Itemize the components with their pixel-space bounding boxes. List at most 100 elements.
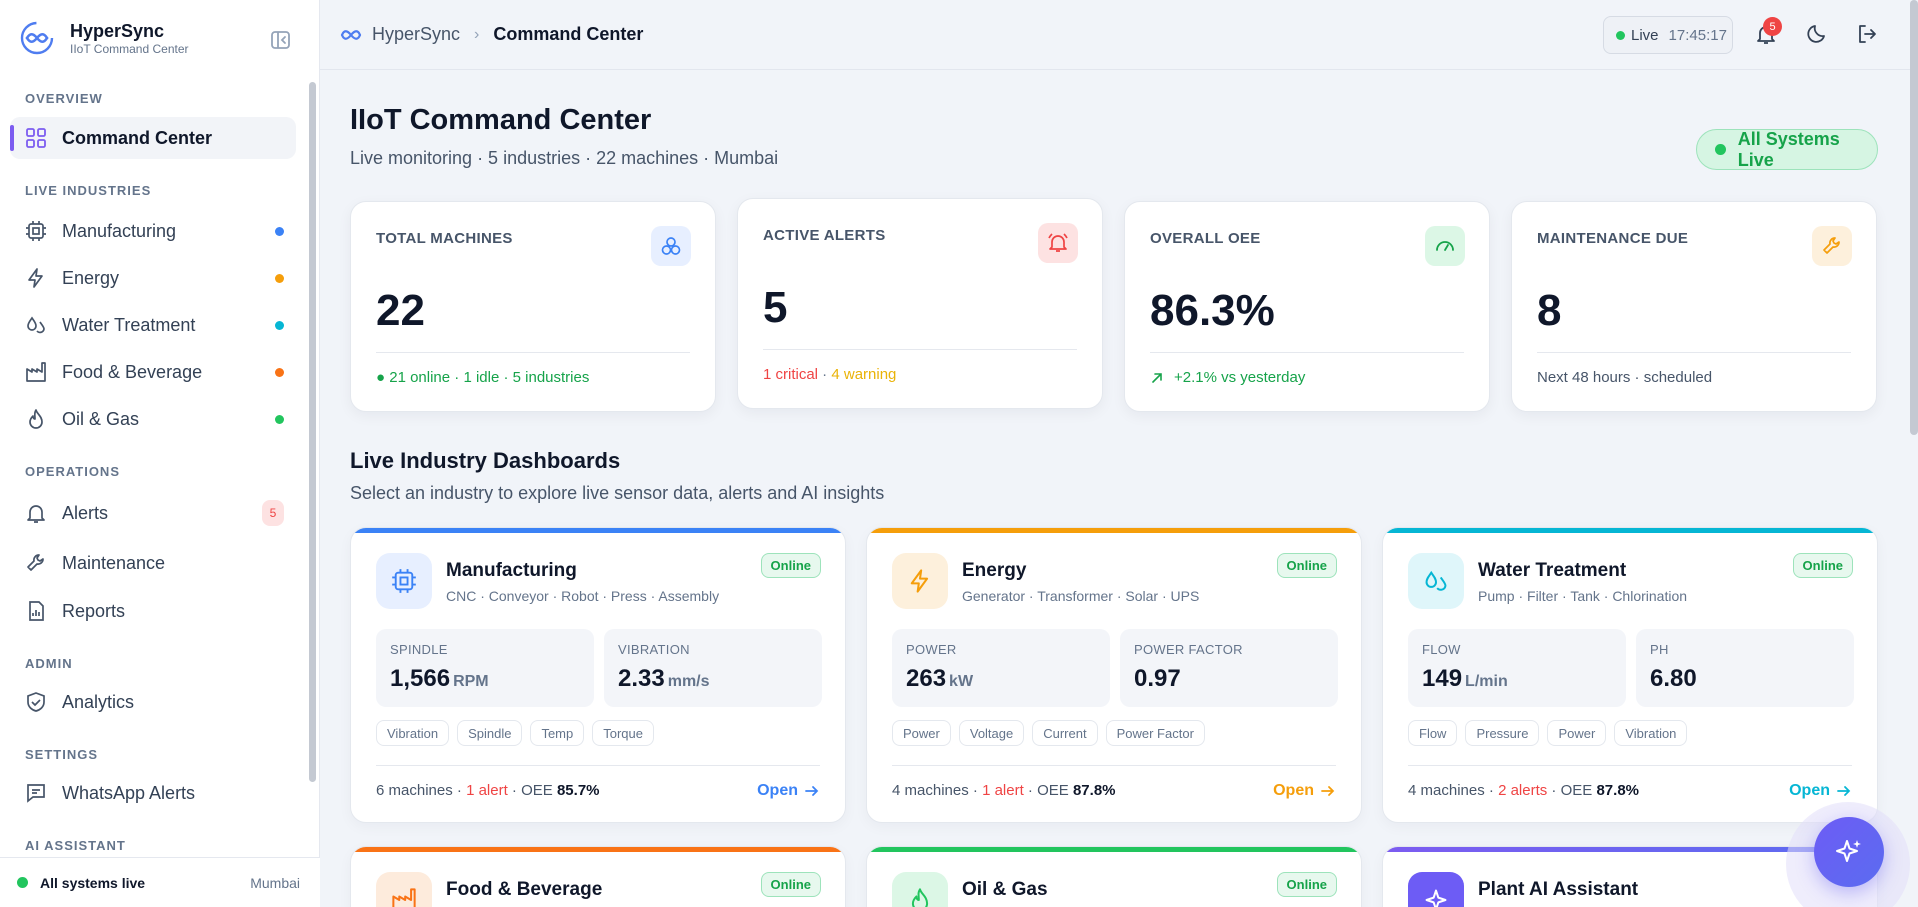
tag: Power [892, 720, 951, 746]
live-status-dot [17, 877, 28, 888]
metric-power-factor: POWER FACTOR 0.97 [1120, 629, 1338, 707]
lightning-icon [892, 553, 948, 609]
section-subtitle: Select an industry to explore live senso… [350, 483, 885, 503]
tag: Vibration [1614, 720, 1688, 746]
breadcrumb-home[interactable]: HyperSync [372, 24, 461, 44]
industry-name: Water Treatment [1478, 560, 1627, 581]
brand[interactable]: HyperSync IIoT Command Center [20, 20, 189, 56]
sidebar-scrollbar[interactable] [309, 82, 316, 782]
stat-card-overall-oee[interactable]: OVERALL OEE 86.3% +2.1% vs yesterday [1124, 201, 1490, 412]
metric-label: SPINDLE [390, 642, 448, 657]
stat-card-maintenance-due[interactable]: MAINTENANCE DUE 8 Next 48 hours · schedu… [1511, 201, 1877, 412]
sensor-tags: Vibration Spindle Temp Torque [376, 720, 662, 746]
notification-count-badge: 5 [1763, 17, 1782, 36]
cluster-icon [651, 226, 691, 266]
stat-card-active-alerts[interactable]: ACTIVE ALERTS 5 1 critical · 4 warning [737, 198, 1103, 409]
separator: · [818, 366, 832, 383]
droplets-icon [1408, 553, 1464, 609]
tag: Power Factor [1105, 720, 1205, 746]
metric-label: POWER [906, 642, 957, 657]
stat-card-total-machines[interactable]: TOTAL MACHINES 22 ● 21 online · 1 idle ·… [350, 201, 716, 412]
breadcrumb: HyperSync › Command Center [340, 24, 643, 45]
accent-bar [351, 847, 845, 852]
live-label: Live [1631, 26, 1659, 44]
trend-up-icon [1152, 372, 1162, 383]
sidebar-item-label: Maintenance [62, 552, 166, 573]
sensor-tags: Flow Pressure Power Vibration [1408, 720, 1695, 746]
industry-card-food-beverage[interactable]: Food & Beverage Online [350, 846, 846, 907]
collapse-sidebar-icon[interactable] [270, 30, 292, 50]
divider [1537, 352, 1851, 353]
live-dot [1715, 144, 1726, 155]
stat-footer: +2.1% vs yesterday [1150, 369, 1305, 386]
tag: Pressure [1465, 720, 1540, 746]
flame-icon [892, 872, 948, 907]
sidebar-nav: OVERVIEW Command Center LIVE INDUSTRIES … [0, 80, 310, 860]
sidebar-item-water-treatment[interactable]: Water Treatment [10, 304, 296, 346]
metric-flow: FLOW 149 L/min [1408, 629, 1626, 707]
sidebar-item-reports[interactable]: Reports [10, 590, 296, 632]
sidebar-item-label: Analytics [62, 691, 135, 712]
industry-card-manufacturing[interactable]: Manufacturing CNC · Conveyor · Robot · P… [350, 527, 846, 823]
sensor-tags: Power Voltage Current Power Factor [892, 720, 1213, 746]
hypersync-logo-icon [20, 21, 54, 55]
tag: Voltage [958, 720, 1025, 746]
sidebar-item-energy[interactable]: Energy [10, 257, 296, 299]
moon-icon[interactable] [1805, 22, 1829, 46]
page-subtitle: Live monitoring · 5 industries · 22 mach… [350, 148, 779, 168]
status-badge: Online [1276, 553, 1337, 578]
status-dot [275, 367, 284, 377]
status-badge: Online [1792, 553, 1853, 578]
warning-count: 4 warning [831, 366, 897, 383]
bell-ring-icon [1038, 223, 1078, 263]
sidebar-item-whatsapp-alerts[interactable]: WhatsApp Alerts [10, 772, 296, 814]
sidebar-item-food-beverage[interactable]: Food & Beverage [10, 351, 296, 393]
status-dot [275, 320, 284, 330]
section-operations: OPERATIONS [25, 464, 120, 479]
logout-icon[interactable] [1855, 22, 1879, 46]
status-pill-label: All Systems Live [1737, 128, 1840, 170]
industry-footer: 4 machines · 1 alert · OEE 87.8% [892, 782, 1116, 799]
sidebar-item-command-center[interactable]: Command Center [10, 117, 296, 159]
open-link[interactable]: Open [1789, 782, 1852, 800]
metric-spindle: SPINDLE 1,566 RPM [376, 629, 594, 707]
shield-icon [27, 692, 45, 712]
stat-label: TOTAL MACHINES [376, 230, 513, 247]
stat-label: MAINTENANCE DUE [1537, 230, 1689, 247]
sidebar-item-manufacturing[interactable]: Manufacturing [10, 210, 296, 252]
tag: Flow [1408, 720, 1458, 746]
metric-vibration: VIBRATION 2.33 mm/s [604, 629, 822, 707]
sidebar-item-oil-gas[interactable]: Oil & Gas [10, 398, 296, 440]
sidebar-item-maintenance[interactable]: Maintenance [10, 542, 296, 584]
sidebar-footer: All systems live Mumbai [0, 857, 320, 907]
status-badge: Online [760, 553, 821, 578]
industry-name: Manufacturing [446, 560, 577, 581]
metric-value: 0.97 [1134, 665, 1181, 692]
arrow-right-icon [1321, 786, 1335, 796]
section-overview: OVERVIEW [25, 91, 103, 106]
status-dot [275, 226, 284, 236]
main-scrollbar[interactable] [1910, 0, 1918, 435]
open-link[interactable]: Open [757, 782, 820, 800]
sidebar-item-label: Command Center [62, 127, 213, 148]
industry-card-energy[interactable]: Energy Generator · Transformer · Solar ·… [866, 527, 1362, 823]
status-dot [275, 273, 284, 283]
ai-assistant-fab[interactable] [1814, 817, 1884, 887]
industry-card-oil-gas[interactable]: Oil & Gas Online [866, 846, 1362, 907]
footer-status: All systems live [40, 874, 146, 891]
section-settings: SETTINGS [25, 747, 99, 762]
arrow-right-icon [805, 786, 819, 796]
industry-name: Plant AI Assistant [1478, 879, 1639, 900]
divider [763, 349, 1077, 350]
sidebar-item-analytics[interactable]: Analytics [10, 681, 296, 723]
hypersync-logo-icon [340, 29, 362, 40]
metric-value: 6.80 [1650, 665, 1697, 692]
open-link[interactable]: Open [1273, 782, 1336, 800]
stat-footer: 1 critical · 4 warning [763, 366, 896, 383]
industry-card-water-treatment[interactable]: Water Treatment Pump · Filter · Tank · C… [1382, 527, 1878, 823]
stat-label: ACTIVE ALERTS [763, 227, 886, 244]
section-title: Live Industry Dashboards [350, 448, 621, 473]
droplets-icon [27, 316, 45, 334]
sidebar-item-alerts[interactable]: Alerts 5 [10, 492, 296, 534]
tag: Current [1032, 720, 1098, 746]
